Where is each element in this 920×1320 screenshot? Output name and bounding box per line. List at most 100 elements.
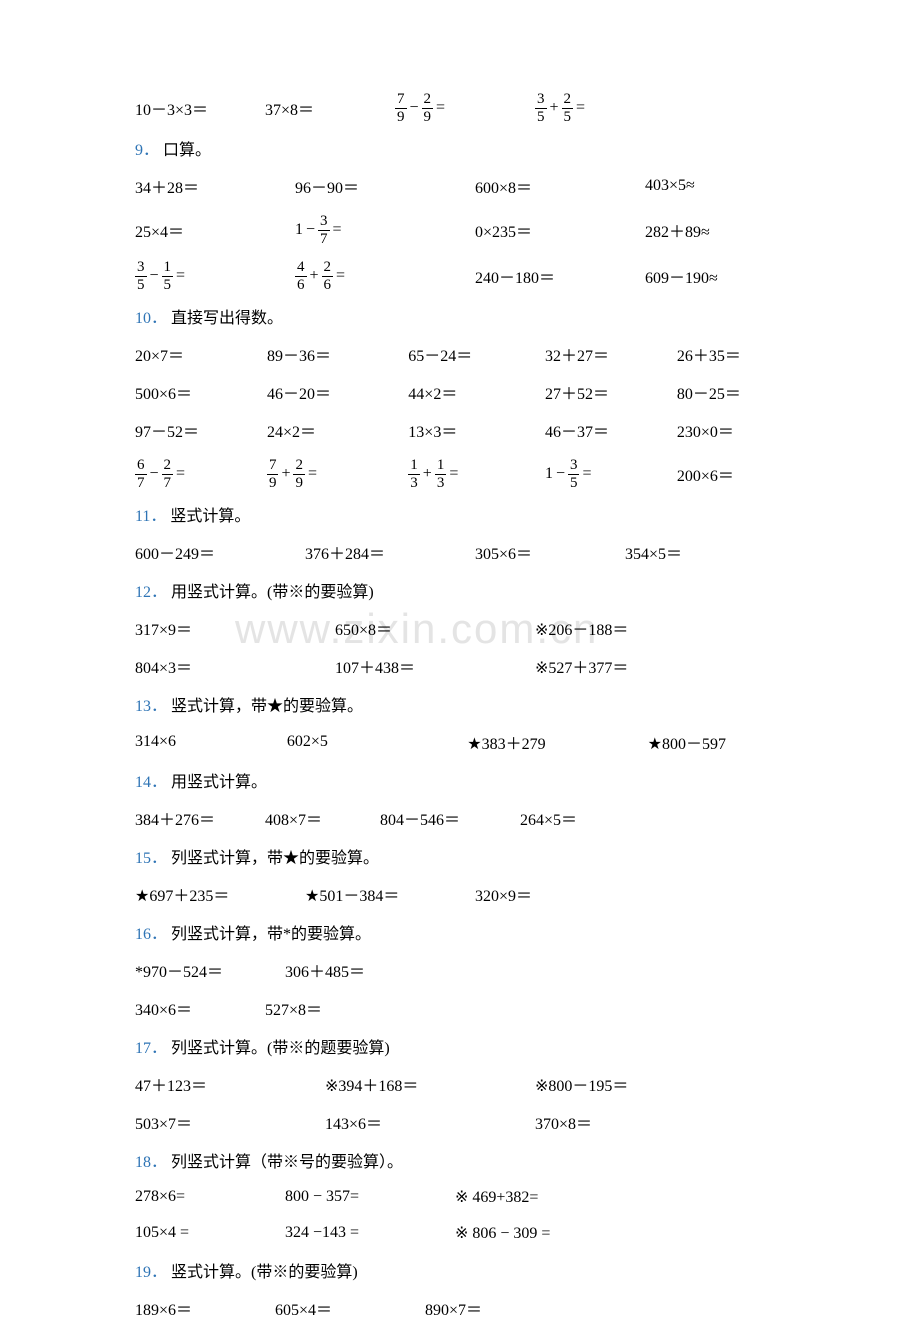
section-heading: 16．列竖式计算，带*的要验算。 (135, 920, 790, 944)
expression-cell: 79−29= (395, 92, 535, 125)
math-text: 32＋27＝ (545, 342, 609, 366)
operator: − (410, 99, 419, 117)
section-heading: 19．竖式计算。(带※的要验算) (135, 1258, 790, 1282)
math-text: 27＋52＝ (545, 380, 609, 404)
expression-row: 10－3×3＝37×8＝79−29=35+25= (135, 90, 790, 126)
math-text: 46－37＝ (545, 418, 609, 442)
expression-row: 105×4 =324 −143 =※ 806 − 309 = (135, 1222, 790, 1244)
operator: + (310, 267, 319, 285)
math-text: 24×2＝ (267, 418, 316, 442)
math-text: 189×6＝ (135, 1296, 192, 1320)
expression-cell: ※800－195＝ (535, 1072, 725, 1096)
expression-cell: 804－546＝ (380, 806, 520, 830)
expression-cell: 650×8＝ (335, 616, 535, 640)
expression-cell: 47＋123＝ (135, 1072, 325, 1096)
expression-cell: 44×2＝ (408, 380, 545, 404)
heading-number: 18． (135, 1148, 167, 1172)
heading-number: 11． (135, 502, 166, 526)
expression-cell: 32＋27＝ (545, 342, 677, 366)
expression-cell: 46+26= (295, 260, 475, 293)
expression-cell: 0×235＝ (475, 218, 645, 242)
expression-row: 34＋28＝96－90＝600×8＝403×5≈ (135, 174, 790, 198)
operator: = (333, 221, 342, 239)
expression-cell: ★501－384＝ (305, 882, 475, 906)
operator: = (336, 267, 345, 285)
fraction-numerator: 1 (435, 458, 447, 474)
heading-number: 15． (135, 844, 167, 868)
math-text: 600×8＝ (475, 174, 532, 198)
fraction-denominator: 9 (293, 474, 305, 491)
fraction-numerator: 1 (162, 260, 174, 276)
expression-cell: 1−35= (545, 458, 677, 491)
operator: + (281, 465, 290, 483)
math-text: 600－249＝ (135, 540, 215, 564)
math-text: 97－52＝ (135, 418, 199, 442)
section-heading: 12．用竖式计算。(带※的要验算) (135, 578, 790, 602)
expression-cell: 340×6＝ (135, 996, 265, 1020)
fraction-numerator: 2 (162, 458, 174, 474)
expression-row: 97－52＝24×2＝13×3＝46－37＝230×0＝ (135, 418, 790, 442)
expression-cell: 800 − 357= (285, 1188, 455, 1206)
expression-cell: 527×8＝ (265, 996, 395, 1020)
fraction-numerator: 2 (293, 458, 305, 474)
fraction-denominator: 6 (295, 276, 307, 293)
expression-cell: 26＋35＝ (677, 342, 790, 366)
heading-text: 列竖式计算。(带※的题要验算) (171, 1034, 390, 1058)
expression-cell: 278×6= (135, 1188, 285, 1206)
math-text: 105×4 = (135, 1224, 189, 1242)
fraction-denominator: 9 (395, 108, 407, 125)
section-heading: 15．列竖式计算，带★的要验算。 (135, 844, 790, 868)
expression-cell: 605×4＝ (275, 1296, 425, 1320)
math-text: ※206－188＝ (535, 616, 628, 640)
expression-row: 500×6＝46－20＝44×2＝27＋52＝80－25＝ (135, 380, 790, 404)
expression-cell: 46－20＝ (267, 380, 408, 404)
math-text: 602×5 (287, 733, 328, 751)
heading-text: 列竖式计算，带★的要验算。 (171, 844, 379, 868)
math-text: 500×6＝ (135, 380, 192, 404)
section-heading: 11．竖式计算。 (135, 502, 790, 526)
fraction-denominator: 3 (435, 474, 447, 491)
expression-cell: ★697＋235＝ (135, 882, 305, 906)
fraction: 15 (162, 260, 174, 293)
expression-cell: 370×8＝ (535, 1110, 725, 1134)
fraction: 79 (267, 458, 279, 491)
fraction-numerator: 7 (267, 458, 279, 474)
expression-cell: ★800－597 (648, 730, 790, 754)
math-text: 503×7＝ (135, 1110, 192, 1134)
expression-cell: 79+29= (267, 458, 408, 491)
fraction: 27 (162, 458, 174, 491)
expression-cell: 503×7＝ (135, 1110, 325, 1134)
expression-cell: 20×7＝ (135, 342, 267, 366)
expression-cell: 13×3＝ (408, 418, 545, 442)
operator: = (582, 465, 591, 483)
heading-number: 9． (135, 136, 159, 160)
expression-cell: 500×6＝ (135, 380, 267, 404)
math-text: ※800－195＝ (535, 1072, 628, 1096)
math-text: ※394＋168＝ (325, 1072, 418, 1096)
section-heading: 10．直接写出得数。 (135, 304, 790, 328)
heading-number: 14． (135, 768, 167, 792)
math-text: 804×3＝ (135, 654, 192, 678)
math-text: 354×5＝ (625, 540, 682, 564)
math-text: 34＋28＝ (135, 174, 199, 198)
expression-cell: 143×6＝ (325, 1110, 535, 1134)
math-text: 240－180＝ (475, 264, 555, 288)
fraction: 29 (422, 92, 434, 125)
expression-cell: 34＋28＝ (135, 174, 295, 198)
fraction-numerator: 3 (135, 260, 147, 276)
math-text: 384＋276＝ (135, 806, 215, 830)
operator: = (436, 99, 445, 117)
operator: = (576, 99, 585, 117)
expression-cell: 105×4 = (135, 1224, 285, 1242)
fraction-denominator: 5 (535, 108, 547, 125)
math-text: 605×4＝ (275, 1296, 332, 1320)
heading-text: 竖式计算，带★的要验算。 (171, 692, 363, 716)
expression-row: 278×6=800 − 357=※ 469+382= (135, 1186, 790, 1208)
expression-row: 25×4＝1−37=0×235＝282＋89≈ (135, 212, 790, 248)
math-text: 306＋485＝ (285, 958, 365, 982)
section-heading: 13．竖式计算，带★的要验算。 (135, 692, 790, 716)
fraction-numerator: 3 (535, 92, 547, 108)
math-text: 37×8＝ (265, 96, 314, 120)
expression-cell: 403×5≈ (645, 177, 785, 195)
expression-row: 317×9＝650×8＝※206－188＝ (135, 616, 790, 640)
